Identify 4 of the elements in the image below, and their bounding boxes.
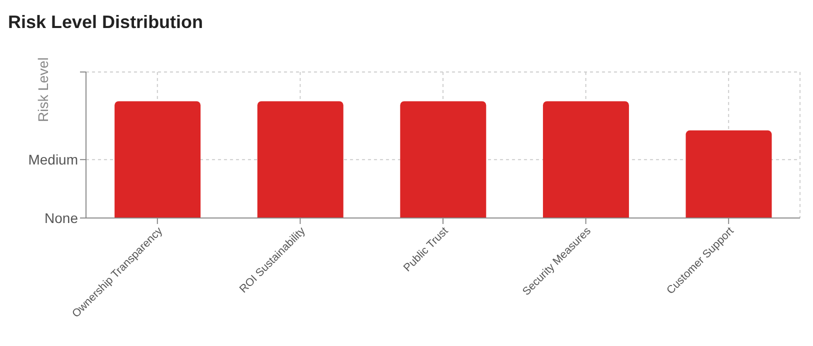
chart-title: Risk Level Distribution xyxy=(8,12,204,33)
text: Medium xyxy=(28,152,78,168)
y-axis-title: Risk Level xyxy=(34,57,51,122)
text: None xyxy=(44,210,78,226)
